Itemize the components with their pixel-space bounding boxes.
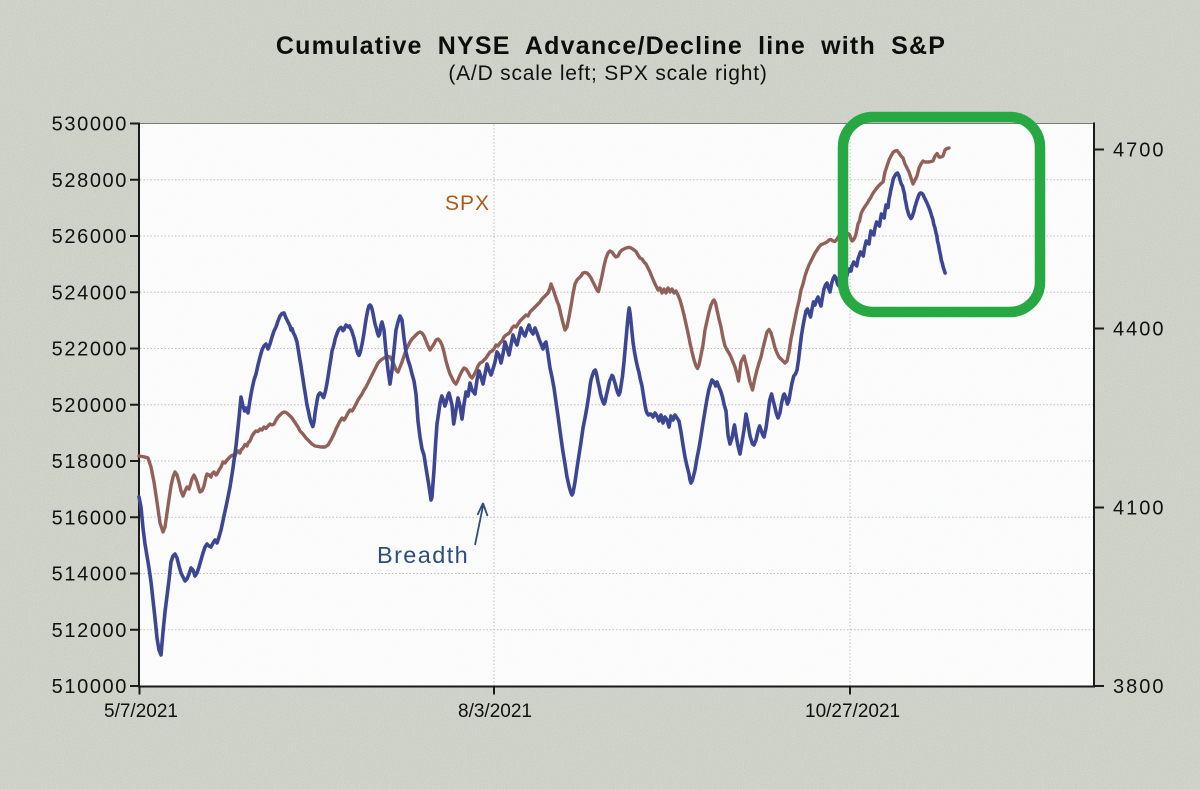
svg-text:3800: 3800 [1113,676,1166,698]
svg-text:514000: 514000 [52,564,128,586]
svg-text:520000: 520000 [52,395,128,417]
svg-text:524000: 524000 [52,282,128,304]
svg-text:(A/D scale left; SPX scale rig: (A/D scale left; SPX scale right) [448,62,767,85]
svg-text:SPX: SPX [445,192,490,215]
svg-text:518000: 518000 [52,451,128,473]
svg-text:5/7/2021: 5/7/2021 [104,701,178,722]
svg-text:522000: 522000 [52,339,128,361]
svg-text:4700: 4700 [1113,140,1166,162]
svg-text:Breadth: Breadth [377,542,469,568]
svg-text:528000: 528000 [52,170,128,192]
svg-text:10/27/2021: 10/27/2021 [805,701,900,722]
svg-text:8/3/2021: 8/3/2021 [458,701,532,722]
svg-text:516000: 516000 [52,507,128,529]
svg-text:510000: 510000 [52,676,128,698]
svg-text:4400: 4400 [1113,319,1166,341]
svg-text:526000: 526000 [52,226,128,248]
svg-text:530000: 530000 [52,114,128,136]
svg-text:512000: 512000 [52,620,128,642]
svg-text:Cumulative NYSE Advance/Declin: Cumulative NYSE Advance/Decline line wit… [276,32,946,60]
svg-text:4100: 4100 [1113,498,1166,520]
